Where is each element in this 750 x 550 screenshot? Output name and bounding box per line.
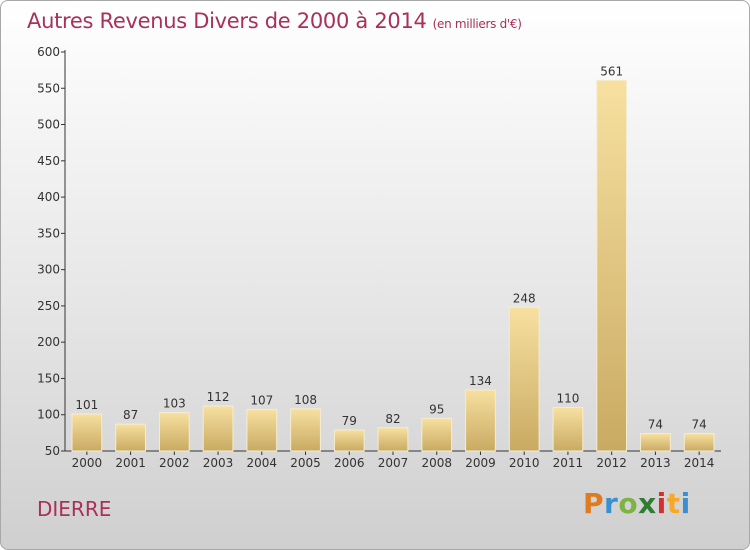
y-tick-label: 350 [37, 226, 60, 240]
y-tick-label: 150 [37, 371, 60, 385]
bar [202, 405, 234, 452]
chart-axes: 50 100 150 200 250 300 350 400 450 500 550 600 [37, 45, 721, 458]
bar-value-label: 87 [123, 408, 138, 422]
x-tick-label: 2008 [421, 456, 452, 470]
x-tick-label: 2010 [509, 456, 540, 470]
y-tick-label: 50 [45, 444, 60, 458]
logo-letter: i [656, 487, 667, 520]
bar [640, 433, 671, 452]
logo-letter: P [583, 487, 605, 520]
chart-title-text: Autres Revenus Divers de 2000 à 2014 [27, 9, 427, 33]
bar-value-label: 95 [429, 402, 444, 416]
x-tick-label: 2001 [115, 456, 146, 470]
y-tick-label: 550 [37, 81, 60, 95]
x-tick-label: 2013 [640, 456, 671, 470]
bar [333, 429, 365, 452]
bar-value-label: 82 [385, 412, 400, 426]
logo-letter: t [666, 487, 681, 520]
bar [71, 413, 103, 452]
logo-letter: x [638, 487, 657, 520]
y-tick-label: 600 [37, 45, 60, 59]
x-tick-label: 2014 [684, 456, 715, 470]
y-tick-label: 450 [37, 154, 60, 168]
bar-value-label: 248 [513, 291, 536, 305]
y-tick-label: 300 [37, 263, 60, 277]
x-tick-label: 2012 [596, 456, 627, 470]
bar-value-label: 110 [556, 391, 579, 405]
bar [596, 79, 628, 452]
bar [158, 412, 190, 452]
chart-bars [71, 79, 715, 452]
logo-letter: r [604, 487, 619, 520]
bar-value-label: 79 [342, 414, 357, 428]
bar [508, 306, 540, 452]
logo-letter: i [680, 487, 691, 520]
bar-value-label: 107 [250, 394, 273, 408]
x-tick-label: 2004 [247, 456, 278, 470]
x-tick-label: 2000 [72, 456, 103, 470]
chart-title: Autres Revenus Divers de 2000 à 2014 (en … [27, 9, 522, 33]
bar [246, 409, 278, 452]
x-tick-label: 2007 [378, 456, 409, 470]
bar [552, 406, 584, 452]
bar [421, 417, 453, 452]
y-tick-label: 500 [37, 118, 60, 132]
y-tick-label: 400 [37, 190, 60, 204]
chart-subtitle: (en milliers d'€) [432, 17, 522, 31]
bar-value-label: 134 [469, 374, 492, 388]
logo-letter: o [618, 487, 639, 520]
bar [290, 408, 321, 452]
bar-value-label: 103 [163, 397, 186, 411]
bar [683, 433, 715, 452]
bar-value-label: 112 [207, 390, 230, 404]
chart-labels: 2000 101 2001 87 2002 103 2003 112 2004 107 2005 10… [72, 64, 715, 470]
bar [115, 423, 146, 452]
x-tick-label: 2002 [159, 456, 190, 470]
bar-value-label: 101 [75, 398, 98, 412]
bar-value-label: 74 [691, 418, 706, 432]
x-tick-label: 2011 [553, 456, 584, 470]
bar [465, 389, 496, 452]
x-tick-label: 2005 [290, 456, 321, 470]
bar [377, 427, 409, 452]
bar-value-label: 108 [294, 393, 317, 407]
bar-value-label: 74 [648, 418, 663, 432]
y-tick-label: 100 [37, 408, 60, 422]
x-tick-label: 2003 [203, 456, 234, 470]
y-tick-label: 250 [37, 299, 60, 313]
proxiti-logo[interactable]: Proxiti [583, 487, 691, 520]
x-tick-label: 2006 [334, 456, 365, 470]
x-tick-label: 2009 [465, 456, 496, 470]
y-tick-label: 200 [37, 335, 60, 349]
town-name: DIERRE [37, 497, 112, 521]
bar-value-label: 561 [600, 64, 623, 78]
